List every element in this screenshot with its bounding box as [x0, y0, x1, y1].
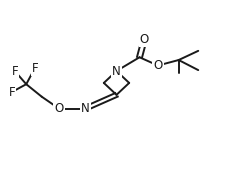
Text: N: N: [81, 102, 90, 115]
Text: N: N: [112, 65, 121, 78]
Text: O: O: [153, 59, 163, 72]
Text: F: F: [31, 62, 38, 75]
Text: O: O: [54, 102, 64, 115]
Text: F: F: [8, 86, 15, 99]
Text: O: O: [140, 33, 149, 46]
Text: F: F: [11, 65, 18, 78]
